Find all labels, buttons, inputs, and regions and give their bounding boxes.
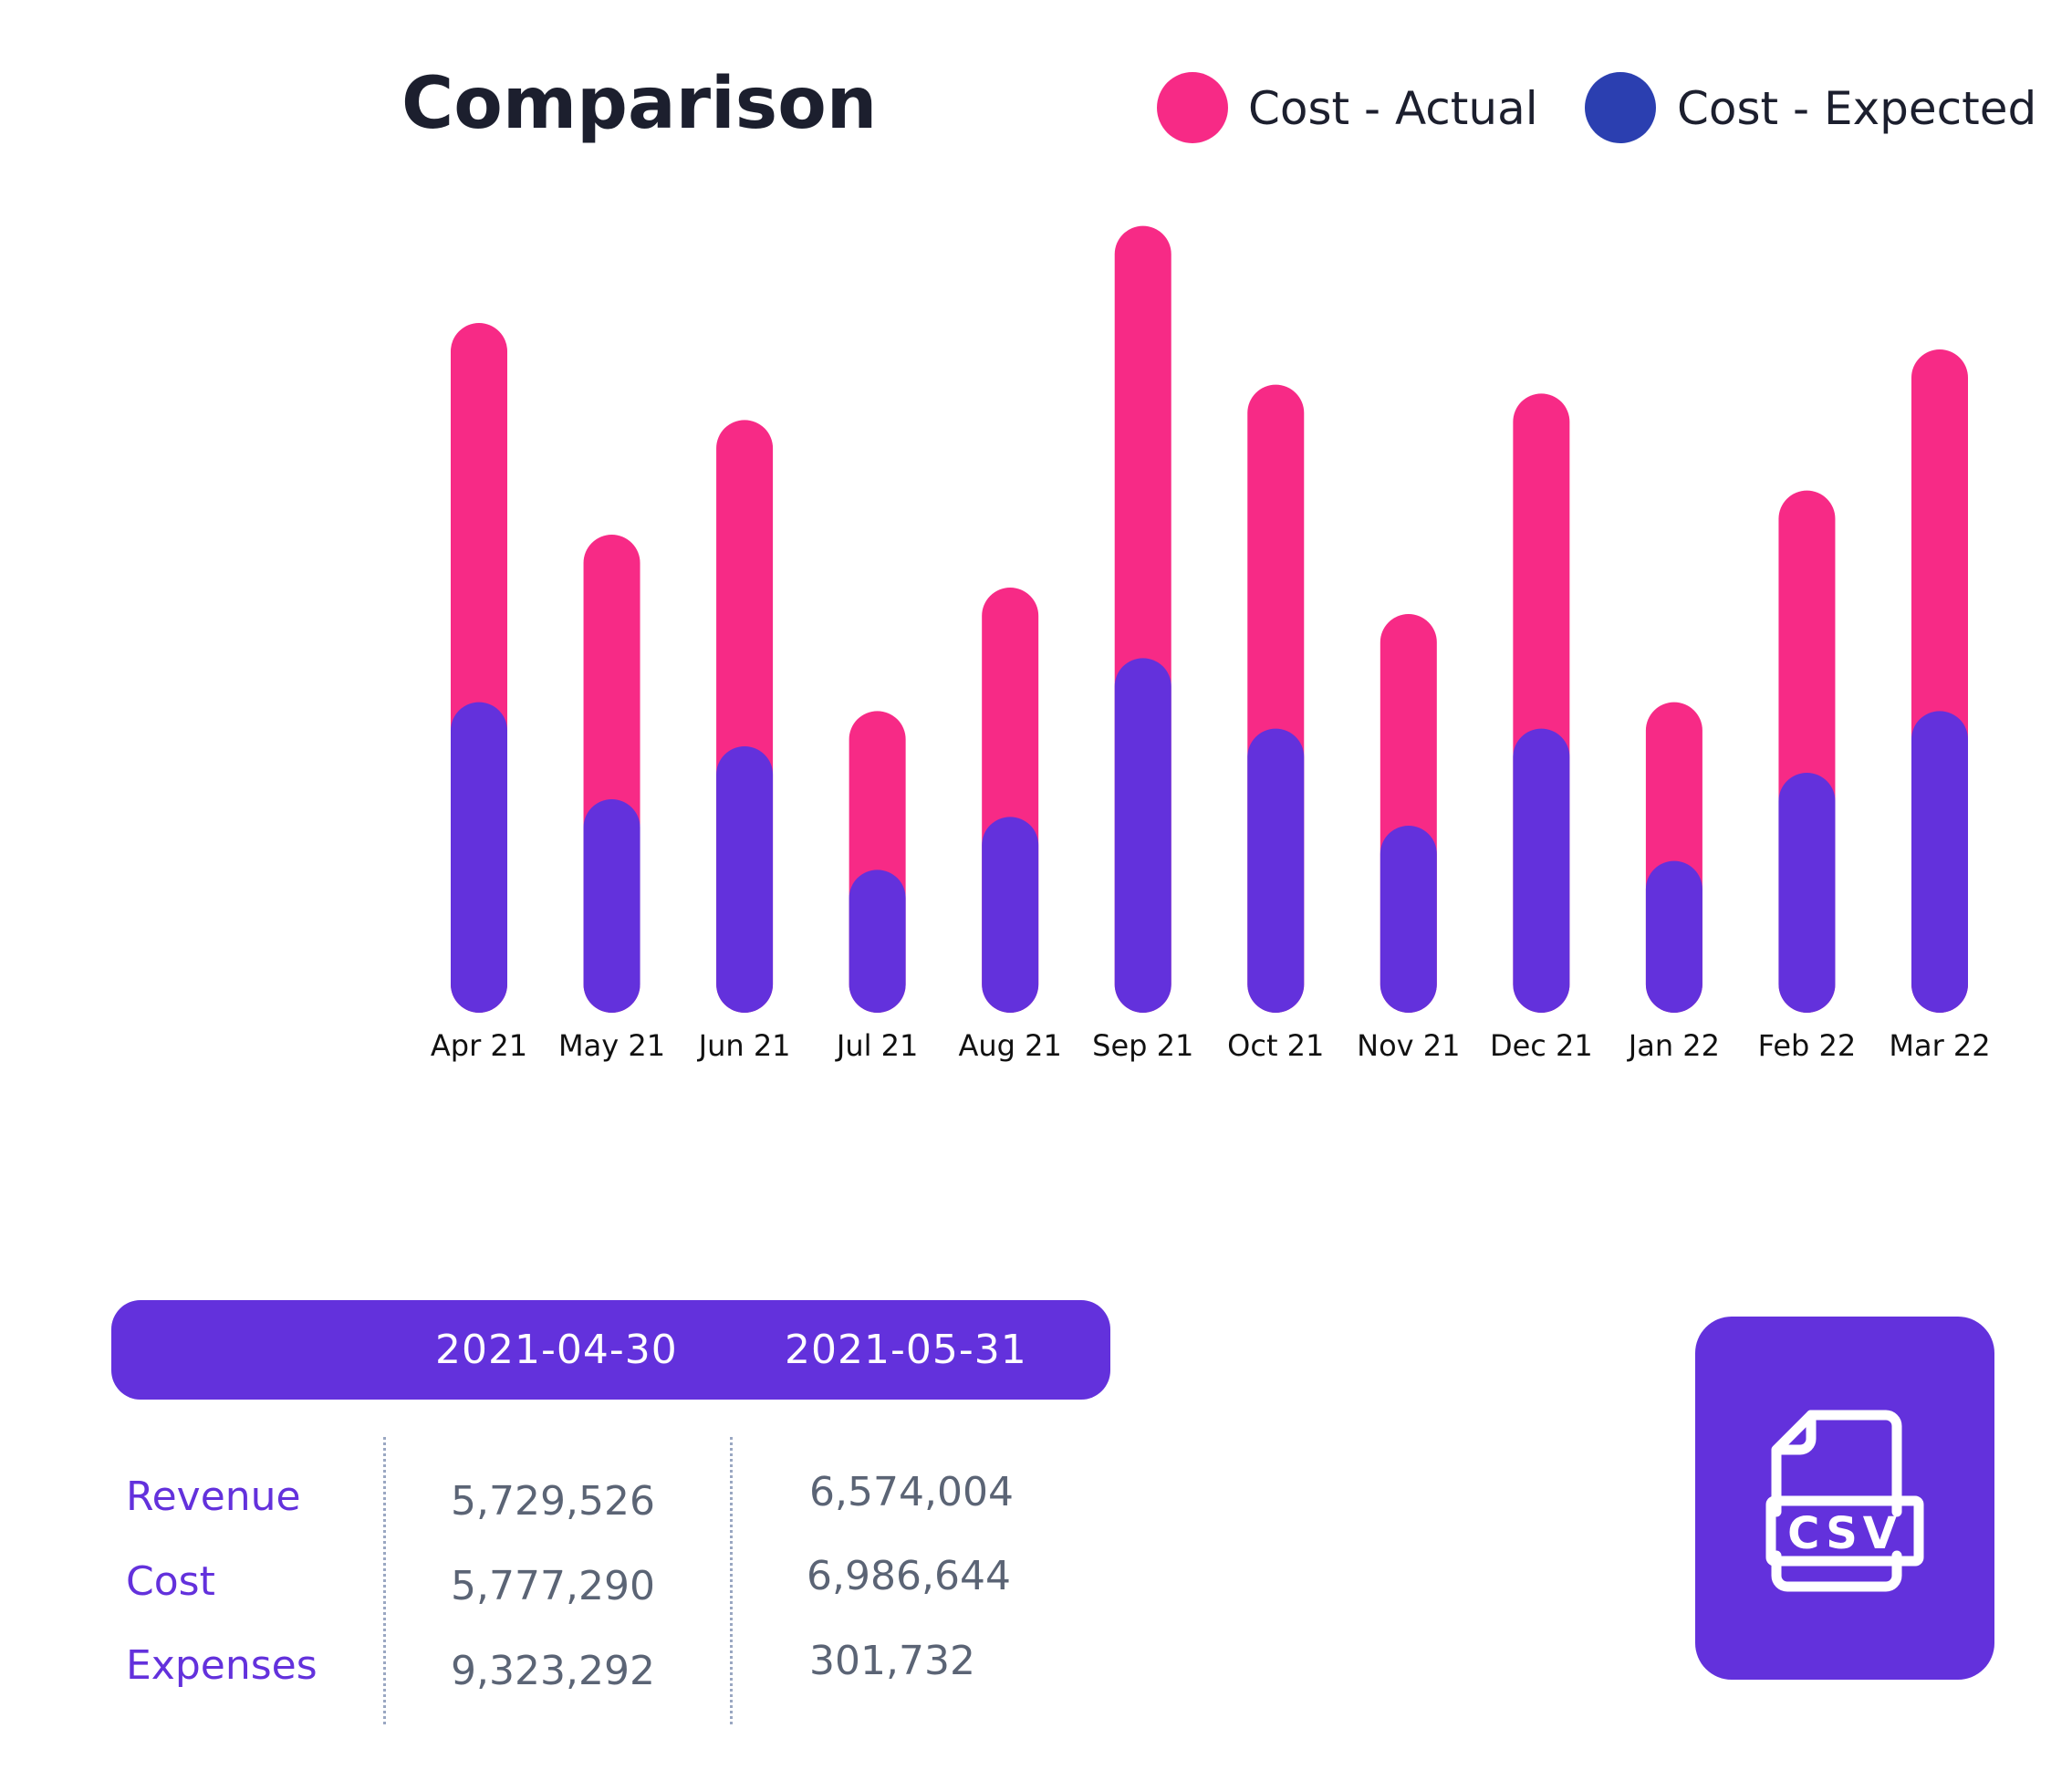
comparison-chart: Comparison Cost - Actual Cost - Expected… [401, 63, 2036, 1063]
legend-expected-label: Cost - Expected [1677, 82, 2036, 135]
x-tick-label: Dec 21 [1490, 1028, 1593, 1063]
csv-file-icon: CSV [1765, 1410, 1924, 1592]
x-tick-label: Jun 21 [697, 1028, 791, 1063]
x-tick-label: Jan 22 [1627, 1028, 1720, 1063]
chart-legend: Cost - Actual Cost - Expected [1157, 72, 2036, 143]
bar-cost-expected [451, 702, 507, 1013]
x-tick-label: Feb 22 [1758, 1028, 1857, 1063]
table-cell: 5,729,526 [451, 1478, 655, 1525]
table-cell: 5,777,290 [451, 1563, 655, 1609]
x-tick-label: Jul 21 [835, 1028, 919, 1063]
x-tick-label: Nov 21 [1357, 1028, 1460, 1063]
x-axis-ticks: Apr 21 May 21 Jun 21 Jul 21 Aug 21 Sep 21 Oct … [431, 1028, 1991, 1063]
csv-label: CSV [1787, 1508, 1902, 1559]
table-cell: 6,986,644 [807, 1553, 1011, 1599]
bar-cost-expected [583, 799, 640, 1013]
bar-cost-expected [716, 746, 774, 1013]
column-header-date-2: 2021-05-31 [785, 1327, 1027, 1373]
table-header: 2021-04-30 2021-05-31 [111, 1300, 1110, 1400]
bar-cost-expected [849, 869, 906, 1013]
bar-cost-expected [1645, 860, 1702, 1013]
legend-expected-dot [1585, 72, 1656, 143]
row-label-expenses: Expenses [126, 1642, 318, 1689]
x-tick-label: May 21 [558, 1028, 665, 1063]
x-tick-label: Oct 21 [1227, 1028, 1324, 1063]
bar-cost-expected [1114, 658, 1171, 1013]
table-cell: 301,732 [809, 1638, 975, 1684]
bar-cost-expected [1247, 728, 1305, 1013]
bar-cost-expected [982, 817, 1039, 1013]
chart-title: Comparison [401, 63, 877, 145]
bar-cost-expected [1380, 826, 1437, 1013]
table-cell: 9,323,292 [451, 1648, 655, 1694]
bar-cost-expected [1911, 711, 1968, 1013]
column-divider [383, 1437, 386, 1724]
x-tick-label: Mar 22 [1889, 1028, 1990, 1063]
row-label-cost: Cost [126, 1558, 215, 1605]
table-cell: 6,574,004 [809, 1469, 1014, 1515]
legend-actual-label: Cost - Actual [1248, 82, 1538, 135]
chart-bars [451, 225, 1968, 1014]
column-header-date-1: 2021-04-30 [435, 1327, 678, 1373]
legend-actual-dot [1157, 72, 1228, 143]
x-tick-label: Sep 21 [1092, 1028, 1193, 1063]
bar-cost-expected [1513, 728, 1570, 1013]
row-label-revenue: Revenue [126, 1473, 301, 1520]
bar-cost-expected [1778, 773, 1836, 1013]
csv-download-button[interactable]: CSV [1695, 1317, 1994, 1680]
x-tick-label: Apr 21 [431, 1028, 527, 1063]
column-divider [730, 1437, 733, 1724]
x-tick-label: Aug 21 [958, 1028, 1061, 1063]
